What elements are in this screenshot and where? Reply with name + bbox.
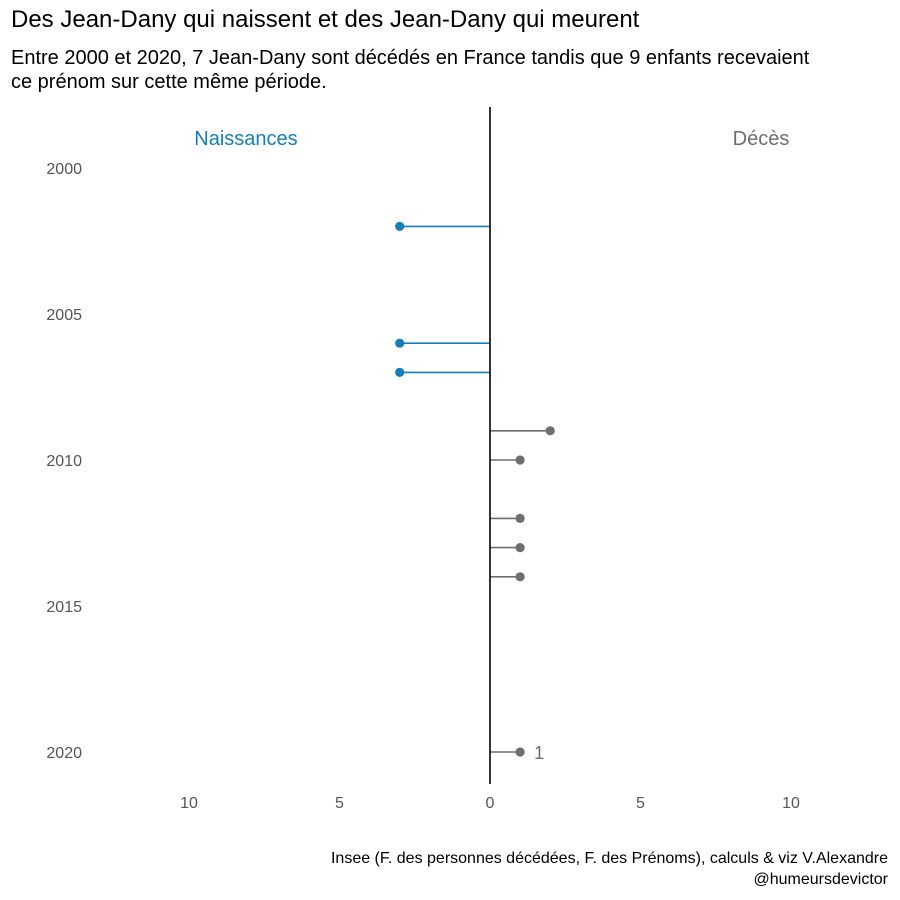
x-tick-label: 0 — [486, 795, 495, 812]
annotation-layer: 1 — [534, 743, 544, 763]
lollipop-point — [515, 455, 525, 465]
lollipop-point — [515, 513, 525, 524]
series-label: Décès — [733, 128, 790, 150]
x-tick-label: 5 — [636, 795, 645, 812]
chart-title: Des Jean-Dany qui naissent et des Jean-D… — [11, 6, 640, 33]
lollipop-point — [515, 572, 525, 582]
x-axis-labels: 10 5 0 5 10 — [180, 795, 800, 812]
lollipop-point — [395, 367, 405, 377]
side-labels: Naissances Décès — [194, 128, 789, 150]
y-axis-labels: 2000 2005 2010 2015 2020 — [46, 161, 82, 762]
lollipop-point — [515, 747, 525, 757]
lollipop-point — [515, 543, 525, 553]
y-tick-label: 2015 — [46, 599, 82, 616]
y-tick-label: 2020 — [46, 745, 82, 762]
chart-subtitle: Entre 2000 et 2020, 7 Jean-Dany sont déc… — [11, 47, 810, 93]
y-tick-label: 2010 — [46, 453, 82, 470]
chart-caption: Insee (F. des personnes décédées, F. des… — [330, 850, 888, 888]
x-tick-label: 10 — [180, 795, 198, 812]
series-label: Naissances — [194, 128, 297, 150]
x-tick-label: 5 — [335, 795, 344, 812]
y-tick-label: 2000 — [46, 161, 82, 178]
y-tick-label: 2005 — [46, 307, 82, 324]
x-tick-label: 10 — [782, 795, 800, 812]
lollipop-point — [395, 338, 405, 348]
series-layer — [395, 221, 555, 757]
lollipop-point — [545, 426, 555, 436]
lollipop-point — [395, 221, 405, 231]
data-label: 1 — [534, 743, 544, 763]
